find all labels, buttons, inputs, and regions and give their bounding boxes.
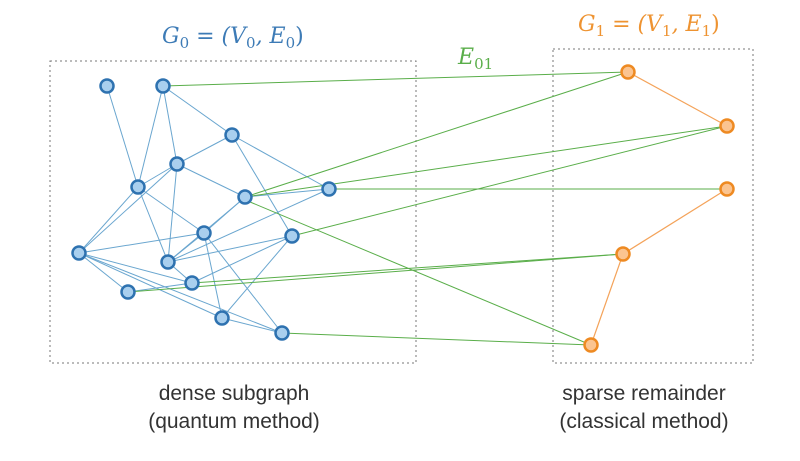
g0-edge <box>127 282 193 293</box>
g0-edge <box>137 186 169 263</box>
g0-node <box>160 254 176 270</box>
g1-edge <box>627 71 728 127</box>
g0-edge <box>106 85 139 188</box>
g0-node <box>214 310 230 326</box>
g0-edge <box>137 85 164 188</box>
g0-edge <box>78 252 129 293</box>
g0-edge <box>162 85 233 136</box>
g0-bounding-box <box>49 60 417 364</box>
g1-edges <box>590 71 728 346</box>
g1-caption: sparse remainder (classical method) <box>494 380 794 436</box>
cross-edge-label: E01 <box>457 45 493 73</box>
g0-node <box>130 179 146 195</box>
g1-nodes <box>583 64 735 353</box>
g1-edge <box>590 253 624 346</box>
cross-edge <box>244 71 629 198</box>
g0-node <box>169 156 185 172</box>
g0-node <box>99 78 115 94</box>
g1-node <box>615 246 631 262</box>
cross-edges <box>127 71 728 346</box>
g0-edge <box>244 188 330 198</box>
g1-caption-line1: sparse remainder <box>562 382 726 405</box>
g0-caption-line2: (quantum method) <box>148 410 320 433</box>
g0-edge <box>221 235 293 319</box>
g1-node <box>583 337 599 353</box>
g0-edge <box>162 85 178 165</box>
g1-node <box>620 64 636 80</box>
g0-node <box>71 245 87 261</box>
g0-edge <box>78 186 139 254</box>
g0-node <box>196 225 212 241</box>
g1-node <box>719 181 735 197</box>
g0-label: G0 = (V0, E0) <box>162 24 304 52</box>
g0-node <box>274 325 290 341</box>
g0-edge <box>78 163 178 254</box>
g1-node <box>719 118 735 134</box>
g0-caption: dense subgraph (quantum method) <box>84 380 384 436</box>
cross-edge <box>242 198 592 346</box>
cross-edge <box>162 71 629 87</box>
g0-edge <box>191 235 293 284</box>
g0-node <box>237 189 253 205</box>
g1-bounding-box <box>552 48 754 364</box>
g0-node <box>284 228 300 244</box>
g0-edge <box>176 134 233 165</box>
g0-edge <box>78 252 193 284</box>
g0-edge <box>231 134 330 190</box>
g1-caption-line2: (classical method) <box>559 410 729 433</box>
cross-edge <box>281 332 592 346</box>
g0-edge <box>203 232 223 319</box>
g0-edge <box>167 163 178 263</box>
cross-edge <box>291 125 728 237</box>
g0-edge <box>221 317 283 334</box>
g0-node <box>321 181 337 197</box>
g0-edge <box>231 134 293 237</box>
cross-edge <box>244 125 728 198</box>
g0-nodes <box>71 78 337 341</box>
g0-edge <box>137 186 205 234</box>
g0-node <box>184 275 200 291</box>
g0-edge <box>78 252 223 319</box>
g0-edge <box>78 232 205 254</box>
g0-node <box>224 127 240 143</box>
g0-edge <box>167 188 330 263</box>
g0-edges <box>78 85 330 334</box>
g0-edge <box>78 252 283 334</box>
g1-label: G1 = (V1, E1) <box>578 12 720 40</box>
g0-caption-line1: dense subgraph <box>158 382 310 405</box>
g0-node <box>155 78 171 94</box>
g0-node <box>120 284 136 300</box>
g0-edge <box>176 163 246 198</box>
g0-edge <box>167 235 293 263</box>
cross-edge <box>127 253 624 293</box>
g1-edge <box>622 188 728 255</box>
